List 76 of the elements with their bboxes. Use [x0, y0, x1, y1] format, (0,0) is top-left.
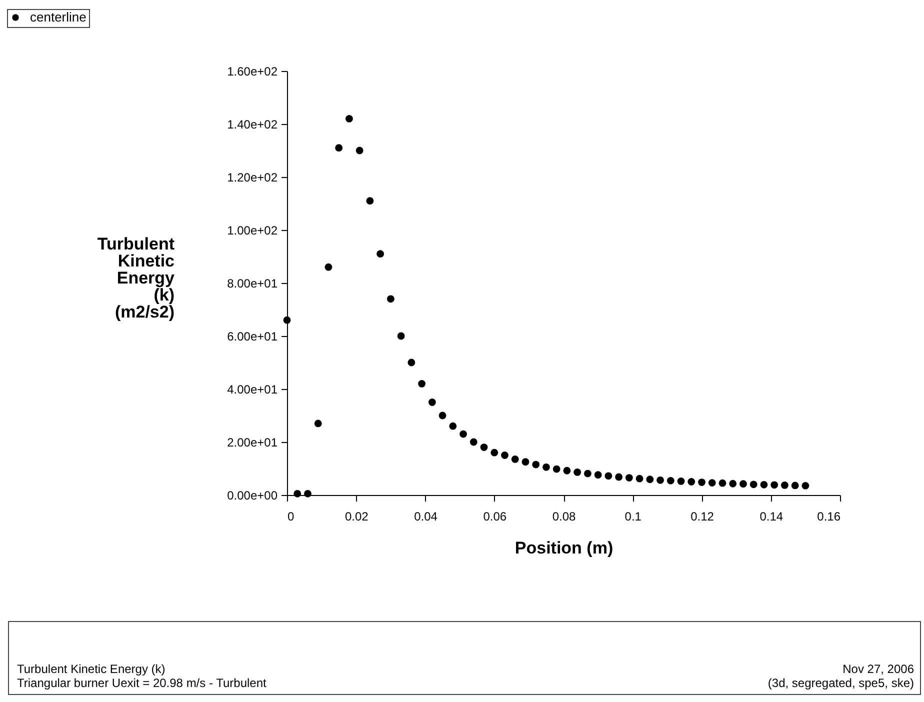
point: [511, 456, 519, 463]
point: [542, 463, 550, 471]
point: [770, 481, 778, 489]
point: [428, 398, 436, 406]
point: [646, 476, 654, 484]
point: [449, 422, 457, 430]
x-tick-label: 0.04: [414, 510, 438, 524]
x-tick-label: 0: [288, 510, 294, 524]
point: [366, 197, 374, 205]
point: [490, 448, 498, 456]
point: [750, 480, 758, 488]
point: [791, 482, 799, 490]
x-tick-label: 0.1: [624, 510, 642, 524]
text: Nov 27, 2006: [842, 662, 914, 676]
point: [698, 478, 706, 486]
y-tick-label: 1.20e+02: [227, 170, 278, 184]
point: [718, 479, 726, 487]
point: [408, 358, 416, 366]
point: [532, 460, 540, 468]
y-tick-label: 1.60e+02: [227, 64, 278, 78]
point: [594, 471, 602, 479]
point: [397, 332, 405, 340]
point: [666, 476, 674, 484]
point: [346, 115, 353, 122]
point: [677, 478, 685, 485]
point: [802, 482, 810, 490]
point: [335, 144, 343, 152]
x-tick-label: 0.06: [483, 510, 507, 524]
point: [460, 430, 467, 438]
point: [688, 478, 696, 486]
point: [418, 380, 426, 388]
point: [563, 466, 571, 474]
point: [324, 263, 332, 271]
y-tick-label: 1.40e+02: [227, 118, 278, 132]
y-tick-label: 8.00e+01: [227, 276, 278, 290]
text: Turbulent Kinetic Energy (k): [17, 662, 166, 676]
x-tick-label: 0.08: [552, 510, 576, 524]
point: [708, 479, 716, 487]
y-axis-title: Turbulent Kinetic Energy (k) (m2/s2): [97, 234, 176, 322]
point: [304, 490, 312, 498]
point: [636, 474, 644, 482]
point: [760, 480, 768, 488]
x-tick-label: 0.14: [760, 510, 784, 524]
point: [470, 438, 478, 446]
x-tick-label: 0.12: [690, 510, 714, 524]
point: [522, 458, 530, 466]
point: [376, 250, 384, 258]
point: [656, 476, 664, 484]
point: [283, 316, 291, 324]
point: [729, 480, 737, 488]
text: (3d, segregated, spe5, ske): [768, 676, 914, 690]
point: [294, 490, 302, 498]
point: [584, 470, 592, 478]
point: [438, 412, 446, 420]
point: [501, 452, 508, 459]
text: Triangular burner Uexit = 20.98 m/s - Turbulent: [17, 676, 266, 690]
y-tick-label: 6.00e+01: [227, 330, 278, 344]
y-tick-label: 0.00e+00: [227, 488, 278, 502]
point: [780, 481, 788, 489]
y-tick-label: 1.00e+02: [227, 224, 278, 238]
x-tick-label: 0.16: [817, 510, 841, 524]
legend-label: centerline: [30, 10, 86, 24]
point: [552, 465, 560, 473]
x-tick-label: 0.02: [344, 510, 369, 524]
point: [574, 468, 582, 476]
point: [480, 444, 488, 451]
point: [625, 474, 633, 482]
point: [314, 420, 322, 428]
point: [386, 295, 394, 303]
point: [740, 480, 747, 488]
y-tick-label: 4.00e+01: [227, 382, 278, 396]
x-axis-title: Position (m): [514, 538, 614, 558]
point: [356, 146, 364, 154]
point: [604, 472, 612, 480]
point: [615, 473, 623, 481]
y-tick-label: 2.00e+01: [227, 436, 278, 450]
